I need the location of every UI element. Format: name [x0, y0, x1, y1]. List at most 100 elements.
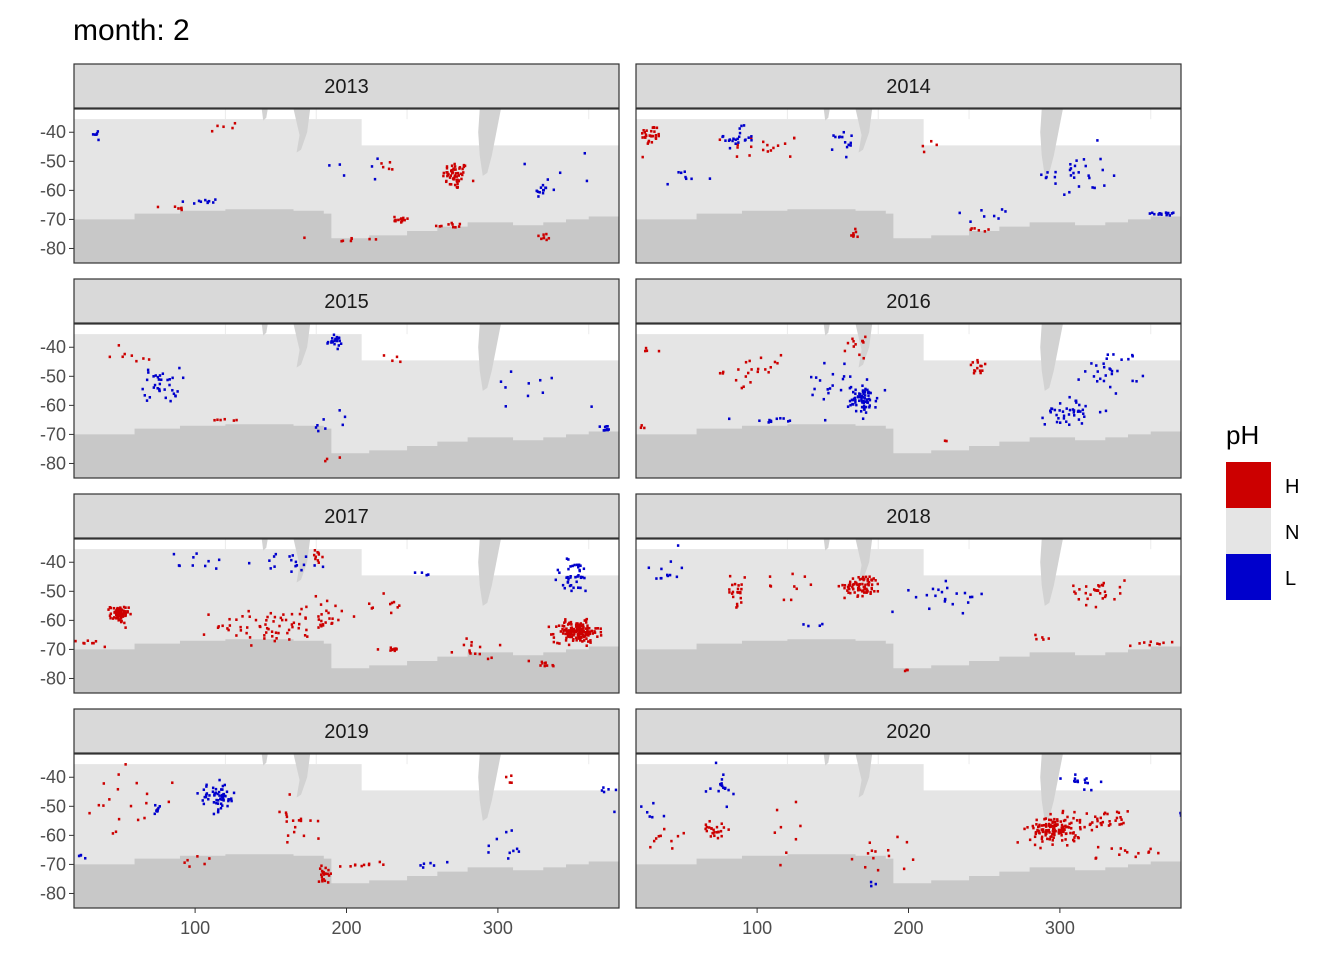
- cell-high-ph: [445, 165, 449, 168]
- cell-high-ph: [1044, 825, 1048, 828]
- cell-high-ph: [298, 622, 301, 626]
- cell-high-ph: [389, 646, 393, 649]
- cell-low-ph: [841, 135, 844, 139]
- australia-landmass: [823, 109, 830, 121]
- cell-low-ph: [846, 405, 850, 408]
- cell-low-ph: [330, 341, 333, 344]
- cell-low-ph: [192, 202, 196, 205]
- cell-high-ph: [216, 626, 220, 630]
- cell-high-ph: [849, 591, 852, 595]
- cell-low-ph: [668, 573, 672, 577]
- cell-high-ph: [1038, 823, 1041, 827]
- cell-high-ph: [1119, 847, 1123, 850]
- cell-low-ph: [1068, 423, 1071, 427]
- cell-high-ph: [1098, 592, 1102, 595]
- cell-high-ph: [721, 372, 725, 375]
- cell-high-ph: [545, 232, 548, 236]
- cell-high-ph: [577, 628, 580, 631]
- antarctica-landmass: [74, 854, 619, 908]
- cell-high-ph: [1157, 851, 1160, 855]
- cell-low-ph: [1167, 211, 1170, 215]
- cell-high-ph: [572, 629, 576, 633]
- cell-high-ph: [297, 819, 301, 822]
- cell-high-ph: [561, 624, 564, 628]
- cell-low-ph: [143, 394, 146, 397]
- y-tick-label: -60: [40, 825, 66, 845]
- cell-high-ph: [719, 829, 723, 833]
- cell-high-ph: [112, 606, 116, 610]
- panel-plot-area: [636, 109, 1181, 263]
- cell-high-ph: [581, 633, 584, 637]
- cell-low-ph: [316, 423, 319, 427]
- cell-high-ph: [1123, 849, 1127, 852]
- cell-low-ph: [992, 214, 996, 218]
- cell-low-ph: [508, 851, 511, 855]
- cell-high-ph: [284, 618, 288, 622]
- cell-high-ph: [1122, 821, 1125, 825]
- cell-high-ph: [349, 865, 352, 868]
- cell-high-ph: [644, 133, 648, 137]
- cell-high-ph: [400, 217, 403, 220]
- cell-high-ph: [769, 149, 773, 152]
- facet-panel-2015: 2015-40-50-60-70-80: [40, 278, 620, 479]
- cell-low-ph: [914, 595, 918, 599]
- cell-low-ph: [602, 429, 606, 432]
- cell-high-ph: [1101, 597, 1104, 600]
- cell-low-ph: [1087, 174, 1090, 177]
- cell-low-ph: [874, 882, 877, 886]
- cell-low-ph: [570, 589, 573, 593]
- cell-low-ph: [891, 610, 894, 614]
- cell-high-ph: [290, 612, 294, 616]
- cell-high-ph: [861, 339, 864, 343]
- cell-low-ph: [867, 394, 870, 397]
- cell-low-ph: [425, 573, 428, 577]
- cell-high-ph: [575, 630, 578, 633]
- cell-high-ph: [388, 160, 392, 164]
- cell-high-ph: [1051, 838, 1054, 842]
- cell-high-ph: [1053, 831, 1056, 834]
- cell-high-ph: [973, 227, 976, 230]
- cell-low-ph: [652, 801, 655, 805]
- cell-high-ph: [286, 834, 290, 837]
- cell-high-ph: [1094, 815, 1097, 819]
- cell-low-ph: [818, 624, 821, 628]
- cell-high-ph: [803, 575, 807, 578]
- cell-low-ph: [660, 567, 663, 571]
- cell-high-ph: [768, 575, 772, 578]
- cell-low-ph: [214, 198, 217, 201]
- y-tick-label: -40: [40, 552, 66, 572]
- cell-high-ph: [545, 238, 548, 242]
- cell-low-ph: [648, 815, 651, 818]
- cell-high-ph: [851, 585, 854, 589]
- cell-high-ph: [392, 600, 396, 604]
- cell-low-ph: [867, 391, 870, 395]
- cell-low-ph: [495, 837, 499, 841]
- cell-high-ph: [762, 140, 765, 144]
- cell-high-ph: [1149, 847, 1152, 851]
- cell-high-ph: [1129, 644, 1132, 648]
- cell-low-ph: [294, 564, 297, 568]
- cell-low-ph: [613, 810, 616, 814]
- cell-low-ph: [1055, 413, 1058, 417]
- cell-low-ph: [79, 853, 83, 857]
- cell-high-ph: [395, 355, 399, 359]
- cell-low-ph: [827, 391, 830, 395]
- cell-high-ph: [490, 656, 493, 660]
- cell-low-ph: [1054, 182, 1057, 185]
- cell-low-ph: [604, 428, 608, 432]
- cell-high-ph: [119, 608, 122, 612]
- cell-low-ph: [1084, 404, 1087, 408]
- cell-high-ph: [775, 808, 779, 812]
- cell-high-ph: [722, 370, 725, 374]
- cell-high-ph: [572, 637, 575, 641]
- cell-high-ph: [646, 142, 650, 145]
- cell-low-ph: [1105, 357, 1108, 360]
- cell-high-ph: [1084, 585, 1088, 588]
- cell-high-ph: [167, 800, 171, 804]
- cell-high-ph: [121, 615, 125, 618]
- cell-low-ph: [874, 399, 878, 403]
- cell-high-ph: [1078, 818, 1082, 822]
- cell-high-ph: [180, 206, 183, 210]
- cell-high-ph: [1049, 823, 1052, 827]
- cell-high-ph: [740, 583, 743, 586]
